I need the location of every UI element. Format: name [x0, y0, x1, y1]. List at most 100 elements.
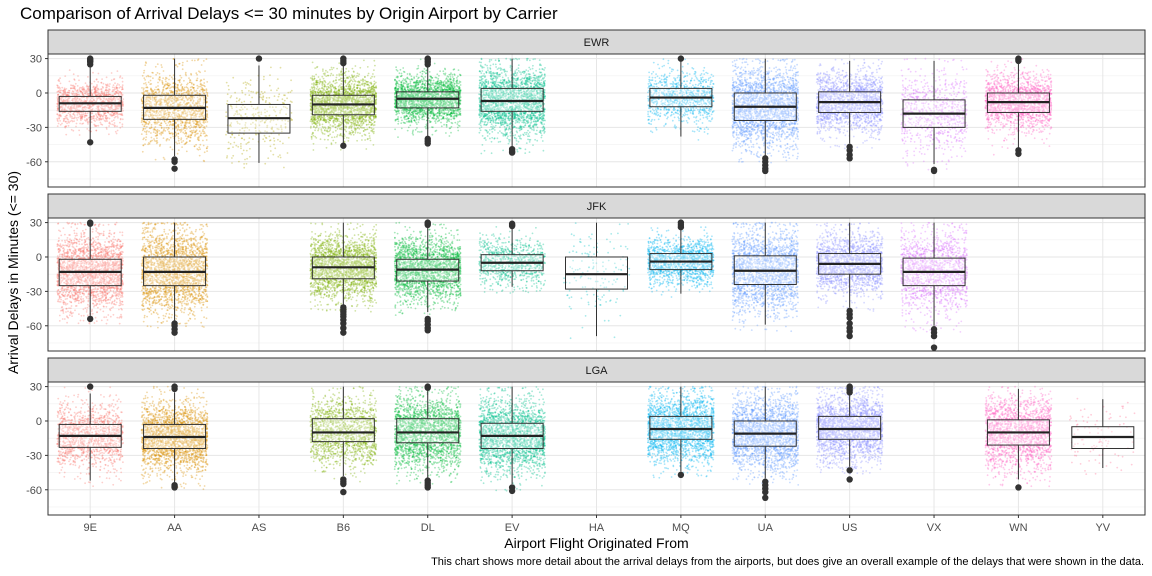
jitter-point — [108, 85, 110, 87]
jitter-point — [181, 146, 183, 148]
jitter-point — [207, 117, 209, 119]
jitter-point — [95, 130, 97, 132]
jitter-point — [114, 125, 116, 127]
jitter-point — [97, 81, 99, 83]
jitter-point — [94, 81, 96, 83]
jitter-point — [145, 128, 147, 130]
jitter-point — [141, 87, 143, 89]
jitter-point — [74, 116, 76, 118]
jitter-point — [117, 117, 119, 119]
jitter-point — [200, 135, 202, 137]
jitter-point — [204, 132, 206, 134]
jitter-point — [87, 123, 89, 125]
jitter-point — [169, 121, 171, 123]
jitter-point — [195, 144, 197, 146]
jitter-point — [197, 133, 199, 135]
jitter-point — [57, 95, 59, 97]
jitter-point — [189, 79, 191, 81]
jitter-point — [102, 87, 104, 89]
jitter-point — [203, 79, 205, 81]
jitter-point — [159, 80, 161, 82]
jitter-point — [117, 89, 119, 91]
jitter-point — [146, 90, 148, 92]
jitter-point — [100, 115, 102, 117]
jitter-point — [78, 79, 80, 81]
jitter-point — [81, 117, 83, 119]
jitter-point — [146, 133, 148, 135]
jitter-point — [103, 83, 105, 85]
jitter-point — [181, 77, 183, 79]
jitter-point — [141, 110, 143, 112]
jitter-point — [150, 80, 152, 82]
jitter-point — [59, 77, 61, 79]
jitter-point — [91, 83, 93, 85]
jitter-point — [57, 114, 59, 116]
jitter-point — [56, 84, 58, 86]
facet-strip-label: EWR — [584, 37, 610, 49]
jitter-point — [57, 119, 59, 121]
jitter-point — [180, 137, 182, 139]
jitter-point — [151, 72, 153, 74]
jitter-point — [157, 85, 159, 87]
jitter-point — [194, 131, 196, 133]
jitter-point — [102, 118, 104, 120]
jitter-point — [76, 90, 78, 92]
jitter-point — [109, 89, 111, 91]
jitter-point — [97, 91, 99, 93]
jitter-point — [109, 123, 111, 125]
jitter-point — [106, 76, 108, 78]
jitter-point — [57, 94, 59, 96]
jitter-point — [72, 117, 74, 119]
jitter-point — [103, 94, 105, 96]
jitter-point — [143, 83, 145, 85]
jitter-point — [155, 159, 157, 161]
jitter-point — [105, 94, 107, 96]
jitter-point — [166, 140, 168, 142]
jitter-point — [203, 127, 205, 129]
jitter-point — [100, 122, 102, 124]
jitter-point — [203, 160, 205, 162]
jitter-point — [189, 127, 191, 129]
jitter-point — [61, 87, 63, 89]
jitter-point — [77, 117, 79, 119]
jitter-point — [92, 116, 94, 118]
jitter-point — [199, 90, 201, 92]
jitter-point — [186, 120, 188, 122]
jitter-point — [143, 145, 145, 147]
jitter-point — [186, 84, 188, 86]
jitter-point — [204, 70, 206, 72]
jitter-point — [69, 81, 71, 83]
jitter-point — [185, 75, 187, 77]
jitter-point — [171, 76, 173, 78]
jitter-point — [167, 82, 169, 84]
jitter-point — [144, 64, 146, 66]
jitter-point — [122, 114, 124, 116]
jitter-point — [154, 89, 156, 91]
jitter-point — [169, 75, 171, 77]
jitter-point — [163, 137, 165, 139]
jitter-point — [72, 87, 74, 89]
jitter-point — [83, 113, 85, 115]
jitter-point — [122, 123, 124, 125]
jitter-point — [57, 125, 59, 127]
jitter-point — [198, 139, 200, 141]
jitter-point — [101, 82, 103, 84]
jitter-point — [87, 119, 89, 121]
jitter-point — [189, 131, 191, 133]
jitter-point — [121, 77, 123, 79]
jitter-point — [114, 93, 116, 95]
jitter-point — [143, 137, 145, 139]
jitter-point — [150, 88, 152, 90]
jitter-point — [65, 134, 67, 136]
jitter-point — [143, 91, 145, 93]
jitter-point — [67, 92, 69, 94]
jitter-point — [197, 78, 199, 80]
jitter-point — [160, 122, 162, 124]
jitter-point — [170, 146, 172, 148]
jitter-point — [163, 129, 165, 131]
jitter-point — [203, 131, 205, 133]
jitter-point — [76, 123, 78, 125]
jitter-point — [57, 97, 59, 99]
jitter-point — [148, 123, 150, 125]
jitter-point — [189, 81, 191, 83]
